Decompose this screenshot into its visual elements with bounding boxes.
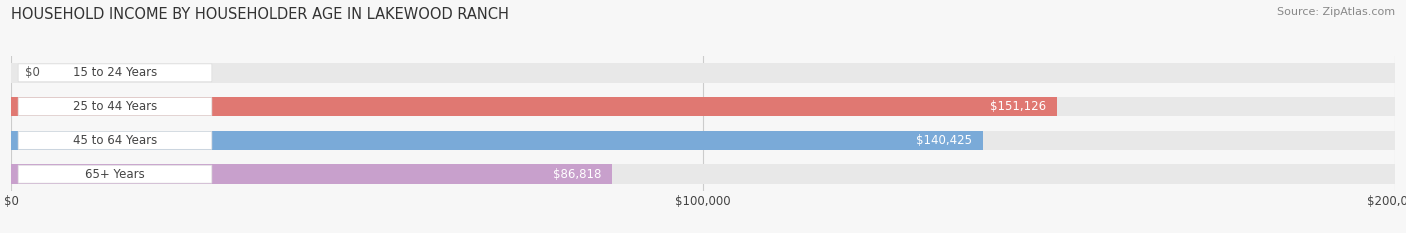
- Text: 45 to 64 Years: 45 to 64 Years: [73, 134, 157, 147]
- FancyBboxPatch shape: [18, 64, 212, 82]
- Bar: [11, 63, 1395, 83]
- Text: $0: $0: [25, 66, 39, 79]
- Bar: [11, 97, 1395, 116]
- Text: HOUSEHOLD INCOME BY HOUSEHOLDER AGE IN LAKEWOOD RANCH: HOUSEHOLD INCOME BY HOUSEHOLDER AGE IN L…: [11, 7, 509, 22]
- Text: $140,425: $140,425: [917, 134, 973, 147]
- FancyBboxPatch shape: [18, 131, 212, 149]
- Bar: [11, 97, 1057, 116]
- Bar: [11, 130, 1395, 150]
- Bar: [11, 130, 983, 150]
- FancyBboxPatch shape: [18, 98, 212, 116]
- Text: $86,818: $86,818: [553, 168, 602, 181]
- Text: 25 to 44 Years: 25 to 44 Years: [73, 100, 157, 113]
- Bar: [11, 164, 612, 184]
- Text: 65+ Years: 65+ Years: [86, 168, 145, 181]
- Text: $151,126: $151,126: [990, 100, 1046, 113]
- Text: Source: ZipAtlas.com: Source: ZipAtlas.com: [1277, 7, 1395, 17]
- Text: 15 to 24 Years: 15 to 24 Years: [73, 66, 157, 79]
- FancyBboxPatch shape: [18, 165, 212, 183]
- Bar: [11, 164, 1395, 184]
